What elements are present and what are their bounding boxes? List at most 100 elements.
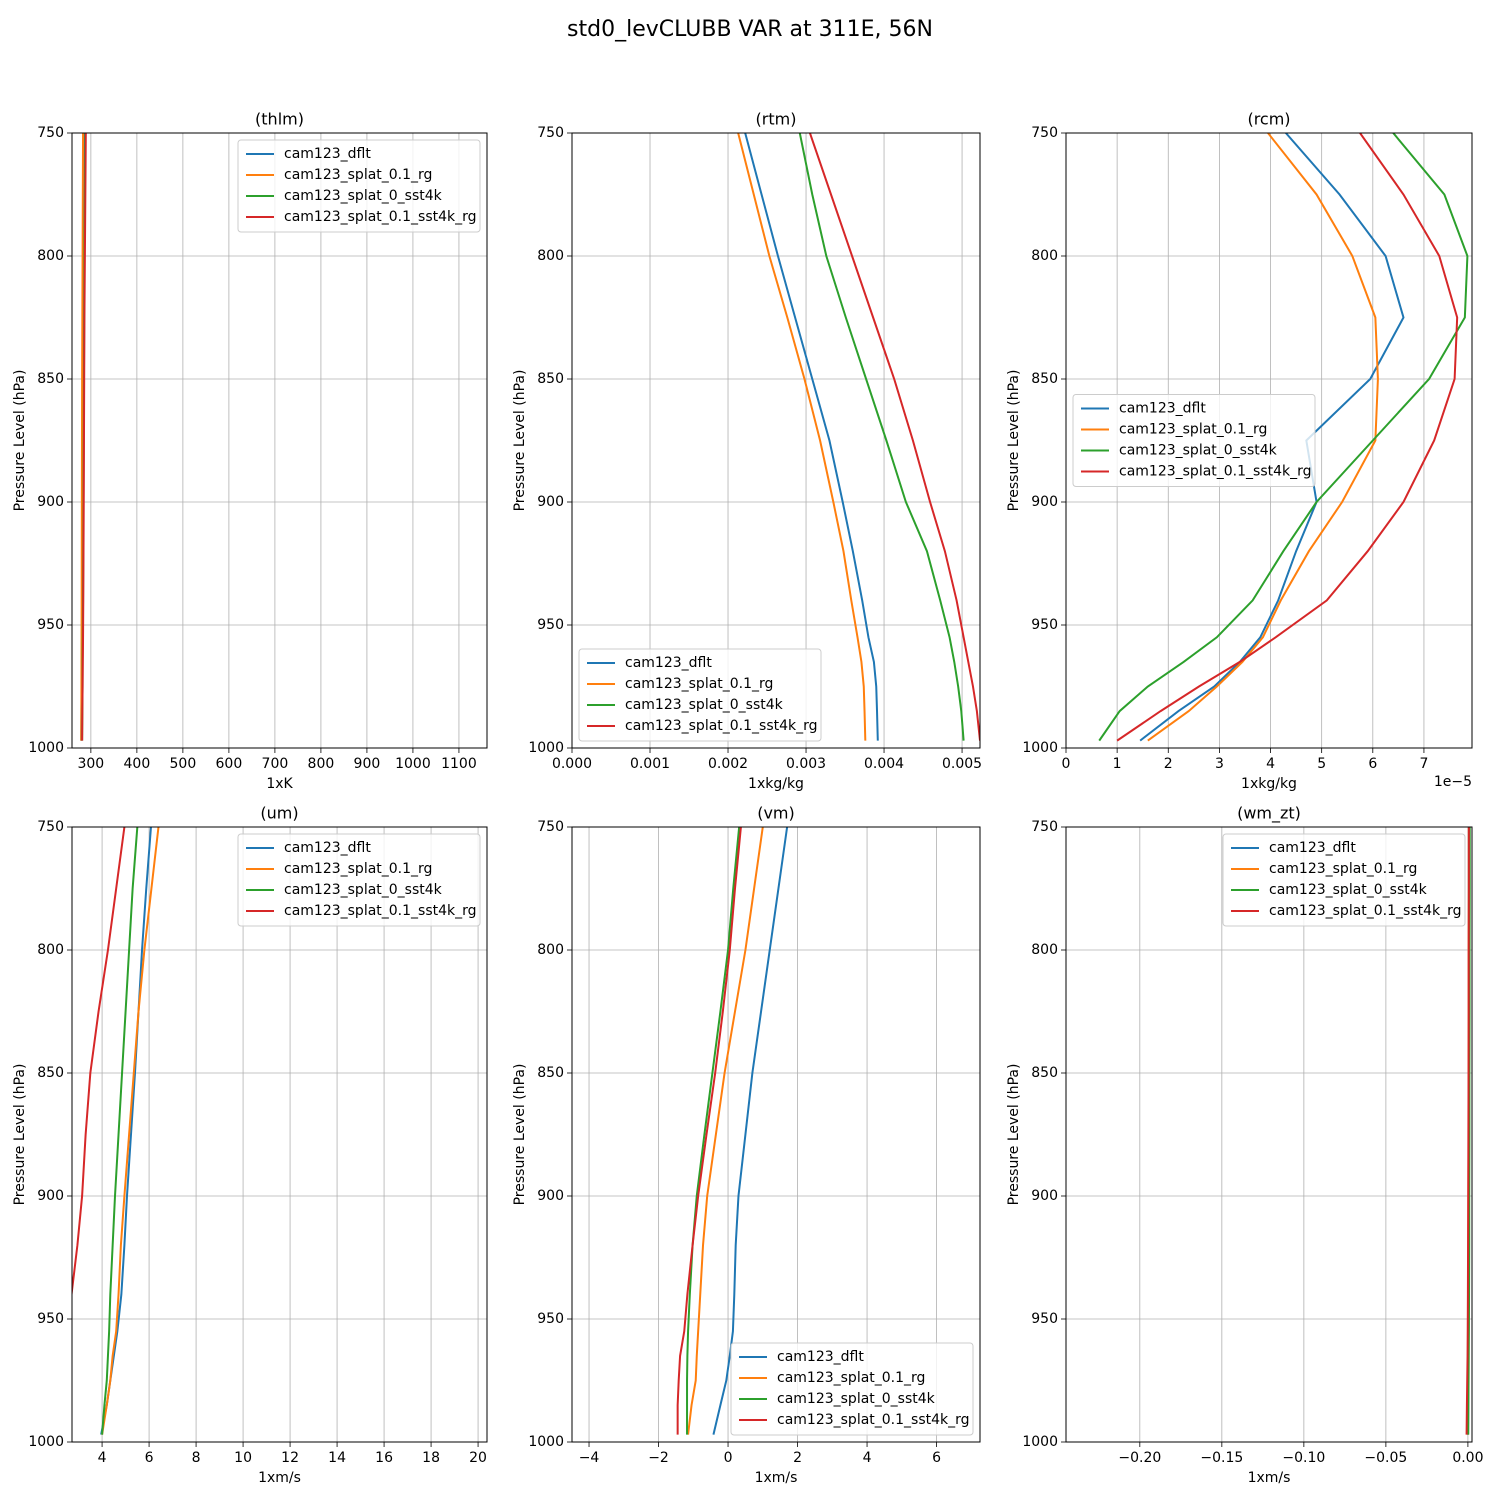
y-axis-label: Pressure Level (hPa) [12,1064,28,1206]
y-tick-label: 850 [537,371,564,387]
legend-label: cam123_splat_0_sst4k [777,1391,936,1407]
subplot-title: (um) [260,804,298,823]
x-tick-label: −0.20 [1118,1450,1161,1466]
plot-area [737,133,980,741]
figure-title: std0_levCLUBB VAR at 311E, 56N [567,17,933,42]
x-tick-label: 7 [1419,756,1428,772]
y-tick-label: 1000 [528,1434,564,1450]
plot-area [72,827,160,1435]
x-tick-label: 500 [170,756,197,772]
legend-box [1222,833,1466,927]
legend-label: cam123_splat_0_sst4k [1269,882,1428,898]
axes-frame [71,132,488,749]
x-tick-label: 0.00 [1452,1450,1483,1466]
y-tick-label: 800 [1031,248,1058,264]
series-line [72,827,126,1301]
y-tick-label: 1000 [28,1434,64,1450]
legend-label: cam123_dflt [777,1349,864,1365]
x-tick-label: −0.05 [1364,1450,1407,1466]
series-line [101,827,139,1435]
x-tick-label: 18 [422,1450,440,1466]
x-tick-label: −2 [648,1450,669,1466]
series-line [737,133,867,741]
x-tick-label: 1100 [441,756,477,772]
y-tick-label: 900 [537,1188,564,1204]
legend-label: cam123_splat_0.1_rg [1269,861,1417,877]
x-tick-label: 600 [216,756,243,772]
y-axis-label: Pressure Level (hPa) [512,370,528,512]
subplot: 4 6 8 10 12 14 16 18 20 750 800 850 900 950 1000 (um) 1x… [12,804,488,1486]
legend-label: cam123_splat_0.1_rg [1119,422,1267,438]
series-line [101,827,160,1435]
axes-frame [571,826,981,1443]
legend: cam123_dflt cam123_splat_0.1_rg cam123_spl… [578,648,822,742]
legend: cam123_dflt cam123_splat_0.1_rg cam123_spl… [1222,833,1466,927]
x-tick-label: 14 [328,1450,346,1466]
x-axis-label: 1xm/s [755,1470,798,1486]
x-tick-label: 4 [863,1450,872,1466]
x-tick-label: 0.005 [942,756,982,772]
y-tick-label: 900 [1031,494,1058,510]
y-tick-label: 800 [37,942,64,958]
y-tick-label: 750 [37,819,64,835]
y-tick-label: 750 [1031,819,1058,835]
subplot: 0.000 0.001 0.002 0.003 0.004 0.005 750 800 850 9… [512,110,982,793]
x-axis-label: 1xm/s [1248,1470,1291,1486]
y-tick-label: 850 [537,1065,564,1081]
x-tick-label: 0.004 [864,756,904,772]
series-line [1147,133,1379,742]
legend-box [237,139,481,233]
x-tick-label: 6 [145,1450,154,1466]
legend: cam123_dflt cam123_splat_0.1_rg cam123_spl… [237,139,481,233]
x-tick-label: −0.10 [1282,1450,1325,1466]
x-tick-label: 800 [308,756,335,772]
y-tick-label: 1000 [28,740,64,756]
x-tick-label: 0.001 [630,756,670,772]
x-tick-label: 300 [77,756,104,772]
plot-area [676,827,789,1435]
x-tick-label: 0 [724,1450,733,1466]
series-line [1098,133,1469,742]
x-tick-label: 900 [354,756,381,772]
y-tick-label: 850 [1031,1065,1058,1081]
y-tick-label: 800 [537,248,564,264]
x-tick-label: 0 [1062,756,1071,772]
x-tick-label: −0.15 [1200,1450,1243,1466]
legend-label: cam123_splat_0.1_rg [777,1370,925,1386]
subplot-title: (thlm) [255,110,304,129]
legend-label: cam123_splat_0.1_rg [284,167,432,183]
subplot-title: (rcm) [1247,110,1290,129]
legend-label: cam123_splat_0.1_sst4k_rg [1269,903,1462,919]
y-axis-label: Pressure Level (hPa) [512,1064,528,1206]
x-tick-label: 0.002 [708,756,748,772]
legend: cam123_dflt cam123_splat_0.1_rg cam123_spl… [730,1342,974,1436]
legend-label: cam123_splat_0.1_sst4k_rg [284,903,477,919]
legend-label: cam123_splat_0.1_sst4k_rg [777,1412,970,1428]
x-axis-label: 1xm/s [258,1470,301,1486]
legend-label: cam123_dflt [625,655,712,671]
y-tick-label: 750 [537,819,564,835]
legend-label: cam123_splat_0.1_sst4k_rg [284,209,477,225]
subplot-title: (wm_zt) [1237,804,1301,824]
legend-box [730,1342,974,1436]
y-tick-label: 1000 [1022,1434,1058,1450]
legend-label: cam123_dflt [284,840,371,856]
y-tick-label: 800 [37,248,64,264]
y-tick-label: 950 [537,1311,564,1327]
legend: cam123_dflt cam123_splat_0.1_rg cam123_spl… [237,833,481,927]
subplot: −4 −2 0 2 4 6 750 800 850 900 950 1000 (vm) 1xm/s Pres… [512,804,981,1486]
x-tick-label: 4 [98,1450,107,1466]
y-axis-label: Pressure Level (hPa) [12,370,28,512]
legend-box [1072,394,1316,487]
legend-label: cam123_splat_0.1_sst4k_rg [625,718,818,734]
series-line [798,133,965,741]
series-line [80,133,85,741]
legend-label: cam123_dflt [1269,840,1356,856]
x-axis-label: 1xkg/kg [1241,776,1297,792]
series-line [81,133,87,741]
axes-frame [571,132,981,749]
y-tick-label: 750 [1031,125,1058,141]
legend-label: cam123_splat_0_sst4k [625,697,784,713]
